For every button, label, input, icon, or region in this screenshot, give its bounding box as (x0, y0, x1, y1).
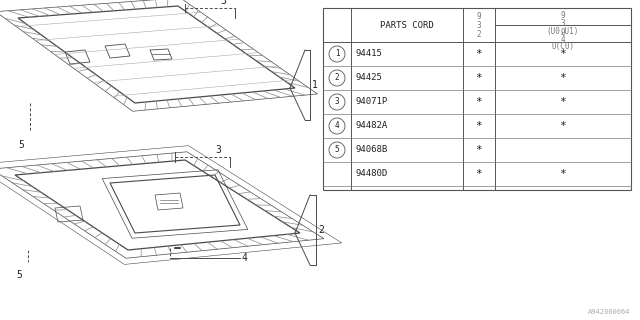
Text: 94071P: 94071P (355, 98, 387, 107)
Text: PARTS CORD: PARTS CORD (380, 20, 434, 29)
Text: 2: 2 (318, 225, 324, 235)
Text: 9: 9 (477, 12, 481, 21)
Text: 94482A: 94482A (355, 122, 387, 131)
Text: 2: 2 (477, 30, 481, 39)
Text: 3: 3 (215, 145, 221, 155)
Text: *: * (559, 49, 566, 59)
Text: A942000064: A942000064 (588, 309, 630, 315)
Text: 5: 5 (16, 270, 22, 280)
Text: *: * (559, 97, 566, 107)
Text: 4: 4 (561, 35, 565, 44)
Text: 3: 3 (561, 19, 565, 28)
Text: 3: 3 (335, 98, 339, 107)
Text: 94068B: 94068B (355, 146, 387, 155)
Text: *: * (559, 73, 566, 83)
Text: *: * (559, 169, 566, 179)
Text: 1: 1 (335, 50, 339, 59)
Text: 94415: 94415 (355, 50, 382, 59)
Text: 4: 4 (335, 122, 339, 131)
Text: *: * (476, 169, 483, 179)
Text: *: * (476, 49, 483, 59)
Text: 94425: 94425 (355, 74, 382, 83)
Text: 4: 4 (242, 253, 248, 263)
Text: 5: 5 (18, 140, 24, 150)
Text: *: * (476, 121, 483, 131)
Text: 9: 9 (561, 28, 565, 37)
Text: *: * (476, 97, 483, 107)
Text: 3: 3 (220, 0, 226, 6)
Text: 3: 3 (477, 21, 481, 30)
Text: (U0,U1): (U0,U1) (547, 27, 579, 36)
Text: U(C0): U(C0) (552, 42, 575, 51)
Text: 1: 1 (312, 80, 318, 90)
Text: 2: 2 (335, 74, 339, 83)
Text: *: * (476, 145, 483, 155)
Text: 94480D: 94480D (355, 170, 387, 179)
Text: *: * (476, 73, 483, 83)
Text: 5: 5 (335, 146, 339, 155)
Text: 9: 9 (561, 11, 565, 20)
Text: *: * (559, 121, 566, 131)
